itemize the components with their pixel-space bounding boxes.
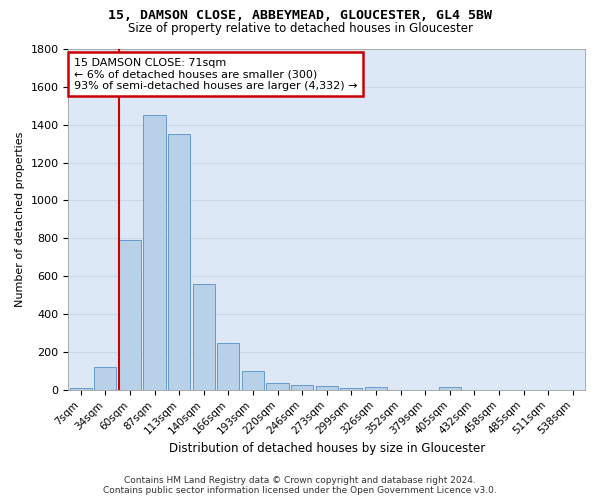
Bar: [119, 240, 141, 390]
Text: Size of property relative to detached houses in Gloucester: Size of property relative to detached ho…: [128, 22, 473, 35]
Bar: [143, 116, 166, 390]
Bar: [193, 284, 215, 390]
Bar: [266, 383, 289, 390]
Bar: [70, 388, 92, 390]
Bar: [94, 367, 116, 390]
Bar: [242, 371, 264, 390]
Text: Contains HM Land Registry data © Crown copyright and database right 2024.
Contai: Contains HM Land Registry data © Crown c…: [103, 476, 497, 495]
Bar: [365, 387, 387, 390]
Text: 15, DAMSON CLOSE, ABBEYMEAD, GLOUCESTER, GL4 5BW: 15, DAMSON CLOSE, ABBEYMEAD, GLOUCESTER,…: [108, 9, 492, 22]
Bar: [340, 388, 362, 390]
Text: 15 DAMSON CLOSE: 71sqm
← 6% of detached houses are smaller (300)
93% of semi-det: 15 DAMSON CLOSE: 71sqm ← 6% of detached …: [74, 58, 357, 90]
X-axis label: Distribution of detached houses by size in Gloucester: Distribution of detached houses by size …: [169, 442, 485, 455]
Bar: [439, 387, 461, 390]
Bar: [316, 386, 338, 390]
Y-axis label: Number of detached properties: Number of detached properties: [15, 132, 25, 307]
Bar: [217, 342, 239, 390]
Bar: [168, 134, 190, 390]
Bar: [291, 385, 313, 390]
